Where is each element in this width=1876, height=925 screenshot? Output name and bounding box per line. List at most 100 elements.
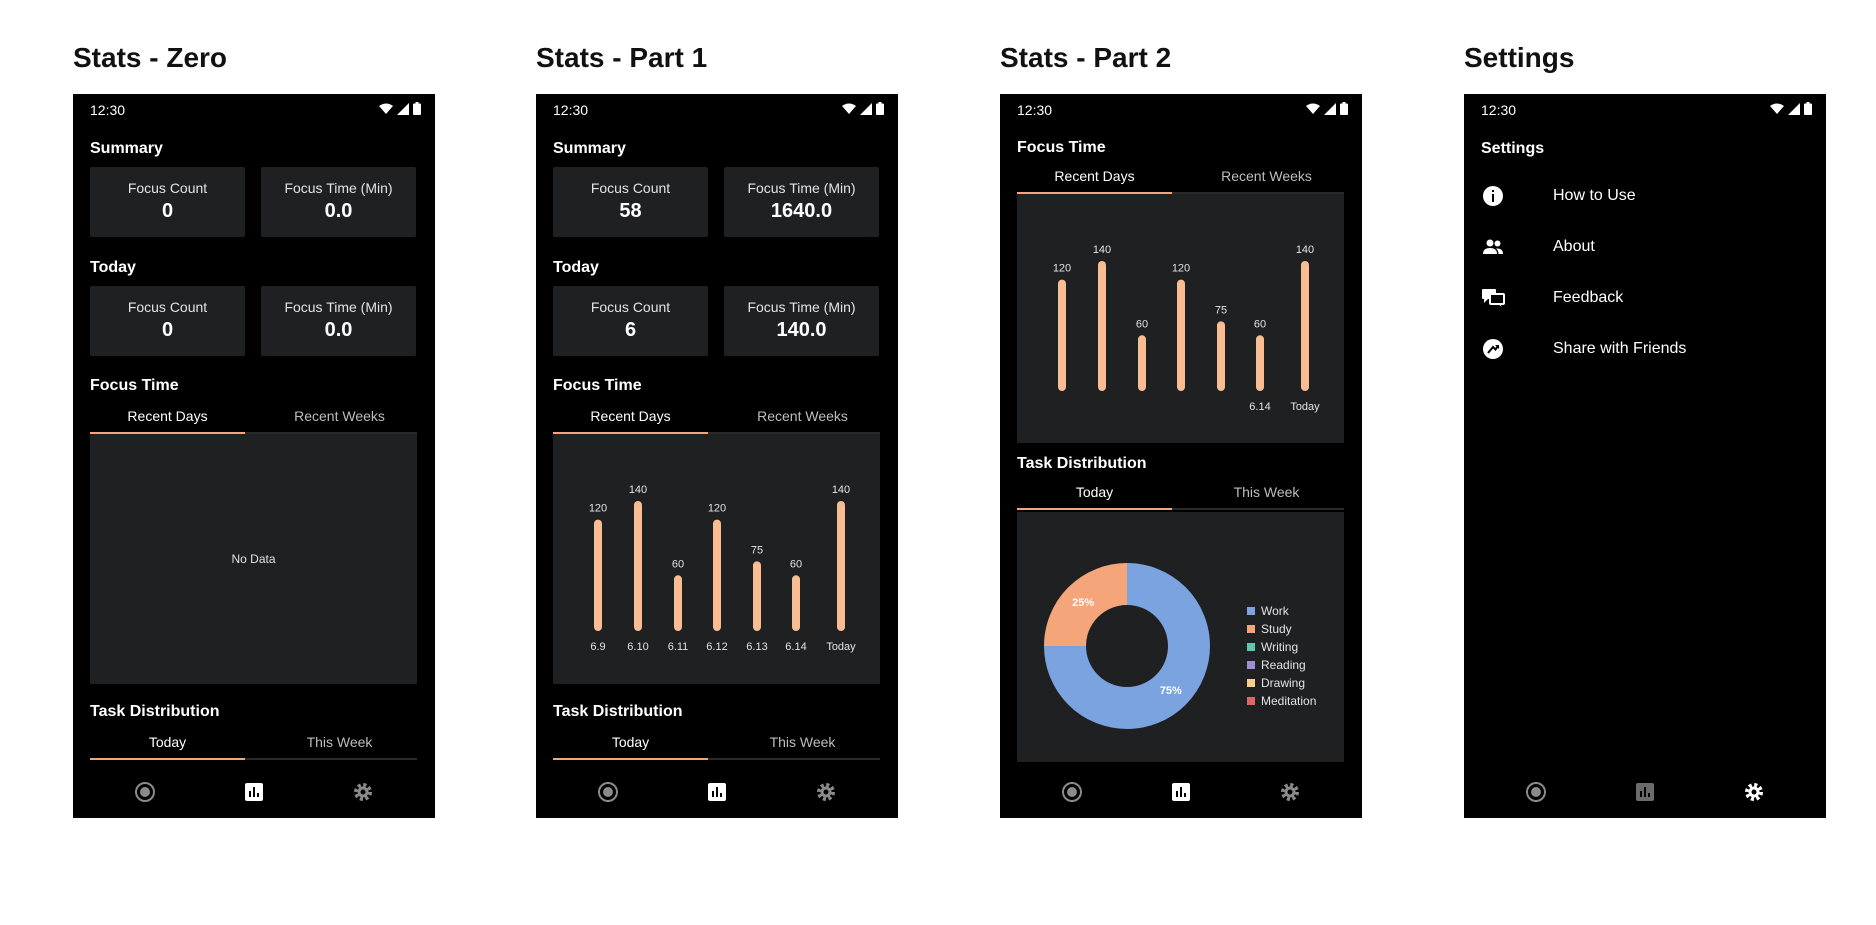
card-label: Focus Time (Min) xyxy=(747,299,856,315)
bottom-nav xyxy=(1464,768,1826,818)
tab-today[interactable]: Today xyxy=(553,730,708,760)
settings-icon[interactable] xyxy=(1278,780,1302,804)
chart-bar xyxy=(792,575,800,631)
chart-bar xyxy=(753,561,761,631)
bar-value-label: 60 xyxy=(672,558,684,570)
stats-icon[interactable] xyxy=(242,780,266,804)
tab-today[interactable]: Today xyxy=(1017,480,1172,510)
bar-value-label: 120 xyxy=(1053,263,1071,275)
settings-icon[interactable] xyxy=(351,780,375,804)
bar-value-label: 75 xyxy=(1215,304,1227,316)
chart-bar xyxy=(713,519,721,631)
bar-category-label: Today xyxy=(1290,401,1320,413)
bar-category-label: 6.14 xyxy=(1249,401,1270,413)
tab-recent-days[interactable]: Recent Days xyxy=(553,404,708,434)
menu-item-about[interactable]: About xyxy=(1481,230,1801,264)
summary-focus-count-card: Focus Count 0 xyxy=(90,167,245,237)
tab-this-week[interactable]: This Week xyxy=(306,734,373,750)
legend-item: Writing xyxy=(1247,638,1316,656)
status-bar: 12:30 xyxy=(1000,94,1362,126)
wifi-icon xyxy=(379,103,393,114)
tab-this-week[interactable]: This Week xyxy=(1233,484,1300,500)
legend-label: Drawing xyxy=(1261,676,1306,690)
tab-recent-weeks[interactable]: Recent Weeks xyxy=(757,408,848,424)
legend-label: Meditation xyxy=(1261,694,1317,708)
task-distribution-tabs: Today This Week xyxy=(90,730,417,760)
bar-category-label: 6.13 xyxy=(746,641,767,653)
card-value: 0 xyxy=(161,200,174,222)
stats-icon[interactable] xyxy=(1169,780,1193,804)
menu-item-label: Share with Friends xyxy=(1553,340,1687,357)
legend-swatch xyxy=(1247,625,1255,633)
legend-label: Writing xyxy=(1261,640,1299,654)
bar-category-label: Today xyxy=(826,641,856,653)
tab-recent-days[interactable]: Recent Days xyxy=(1017,164,1172,194)
chart-bar xyxy=(1217,321,1225,391)
card-value: 0 xyxy=(161,319,174,341)
summary-focus-time-card: Focus Time (Min) 1640.0 xyxy=(724,167,879,237)
chart-bar xyxy=(1177,279,1185,391)
menu-item-feedback[interactable]: Feedback xyxy=(1481,281,1801,315)
today-focus-time-card: Focus Time (Min) 140.0 xyxy=(724,286,879,356)
stats-icon[interactable] xyxy=(1633,780,1657,804)
battery-icon xyxy=(1340,102,1348,115)
chart-bar xyxy=(837,501,845,631)
today-focus-count-card: Focus Count 0 xyxy=(90,286,245,356)
card-value: 1640.0 xyxy=(770,200,833,222)
screen-title: Stats - Zero xyxy=(73,42,228,73)
menu-item-share[interactable]: Share with Friends xyxy=(1481,332,1801,366)
tab-recent-weeks[interactable]: Recent Weeks xyxy=(1221,168,1312,184)
task-distribution-tabs: Today This Week xyxy=(553,730,880,760)
timer-icon[interactable] xyxy=(1060,780,1084,804)
focus-time-tabs: Recent Days Recent Weeks xyxy=(553,404,880,434)
tab-this-week[interactable]: This Week xyxy=(769,734,836,750)
legend-swatch xyxy=(1247,679,1255,687)
menu-item-label: Feedback xyxy=(1553,289,1624,306)
bar-value-label: 140 xyxy=(1296,244,1314,256)
settings-icon[interactable] xyxy=(1742,780,1766,804)
tab-recent-weeks[interactable]: Recent Weeks xyxy=(294,408,385,424)
pie-slice xyxy=(1044,563,1129,648)
bar-value-label: 60 xyxy=(1254,318,1266,330)
screen-title: Stats - Part 2 xyxy=(1000,42,1172,73)
card-label: Focus Time (Min) xyxy=(747,180,856,196)
legend-item: Study xyxy=(1247,620,1316,638)
timer-icon[interactable] xyxy=(596,780,620,804)
stats-icon[interactable] xyxy=(705,780,729,804)
bar-value-label: 60 xyxy=(1136,318,1148,330)
bar-value-label: 75 xyxy=(751,544,763,556)
legend-label: Study xyxy=(1261,622,1292,636)
tab-recent-days[interactable]: Recent Days xyxy=(90,404,245,434)
timer-icon[interactable] xyxy=(1524,780,1548,804)
status-bar: 12:30 xyxy=(73,94,435,126)
tab-divider xyxy=(1017,192,1344,194)
phone-stats-part-1: 12:30 Summary Focus Count 58 Focus Time … xyxy=(536,94,898,818)
task-distribution-chart: 75% 25% Work Study Writing Reading Drawing Med… xyxy=(1017,512,1344,762)
legend-item: Meditation xyxy=(1247,692,1316,710)
task-distribution-heading: Task Distribution xyxy=(553,703,683,720)
bar-category-label: 6.12 xyxy=(706,641,727,653)
legend-swatch xyxy=(1247,643,1255,651)
tab-today[interactable]: Today xyxy=(90,730,245,760)
card-label: Focus Time (Min) xyxy=(284,299,393,315)
people-icon xyxy=(1483,239,1503,254)
timer-icon[interactable] xyxy=(133,780,157,804)
focus-time-tabs: Recent Days Recent Weeks xyxy=(1017,164,1344,194)
today-focus-time-card: Focus Time (Min) 0.0 xyxy=(261,286,416,356)
menu-item-how-to-use[interactable]: How to Use xyxy=(1481,179,1801,213)
tab-divider xyxy=(1017,508,1344,510)
focus-time-chart: No Data xyxy=(90,434,417,684)
settings-icon[interactable] xyxy=(814,780,838,804)
bottom-nav xyxy=(536,768,898,818)
bar-value-label: 140 xyxy=(1093,244,1111,256)
phone-stats-part-2: 12:30 Focus Time Recent Days Recent Week… xyxy=(1000,94,1362,818)
bar-category-label: 6.14 xyxy=(785,641,806,653)
screen-title: Settings xyxy=(1464,42,1575,73)
today-heading: Today xyxy=(553,259,599,276)
legend-swatch xyxy=(1247,697,1255,705)
phone-stats-zero: 12:30 Summary Focus Count 0 Focus Time (… xyxy=(73,94,435,818)
wifi-icon xyxy=(1770,103,1784,114)
screen-title: Stats - Part 1 xyxy=(536,42,708,73)
focus-time-chart: 120 140 60 120 75 60 6.14 140 Today xyxy=(1017,194,1344,443)
status-bar: 12:30 xyxy=(1464,94,1826,126)
